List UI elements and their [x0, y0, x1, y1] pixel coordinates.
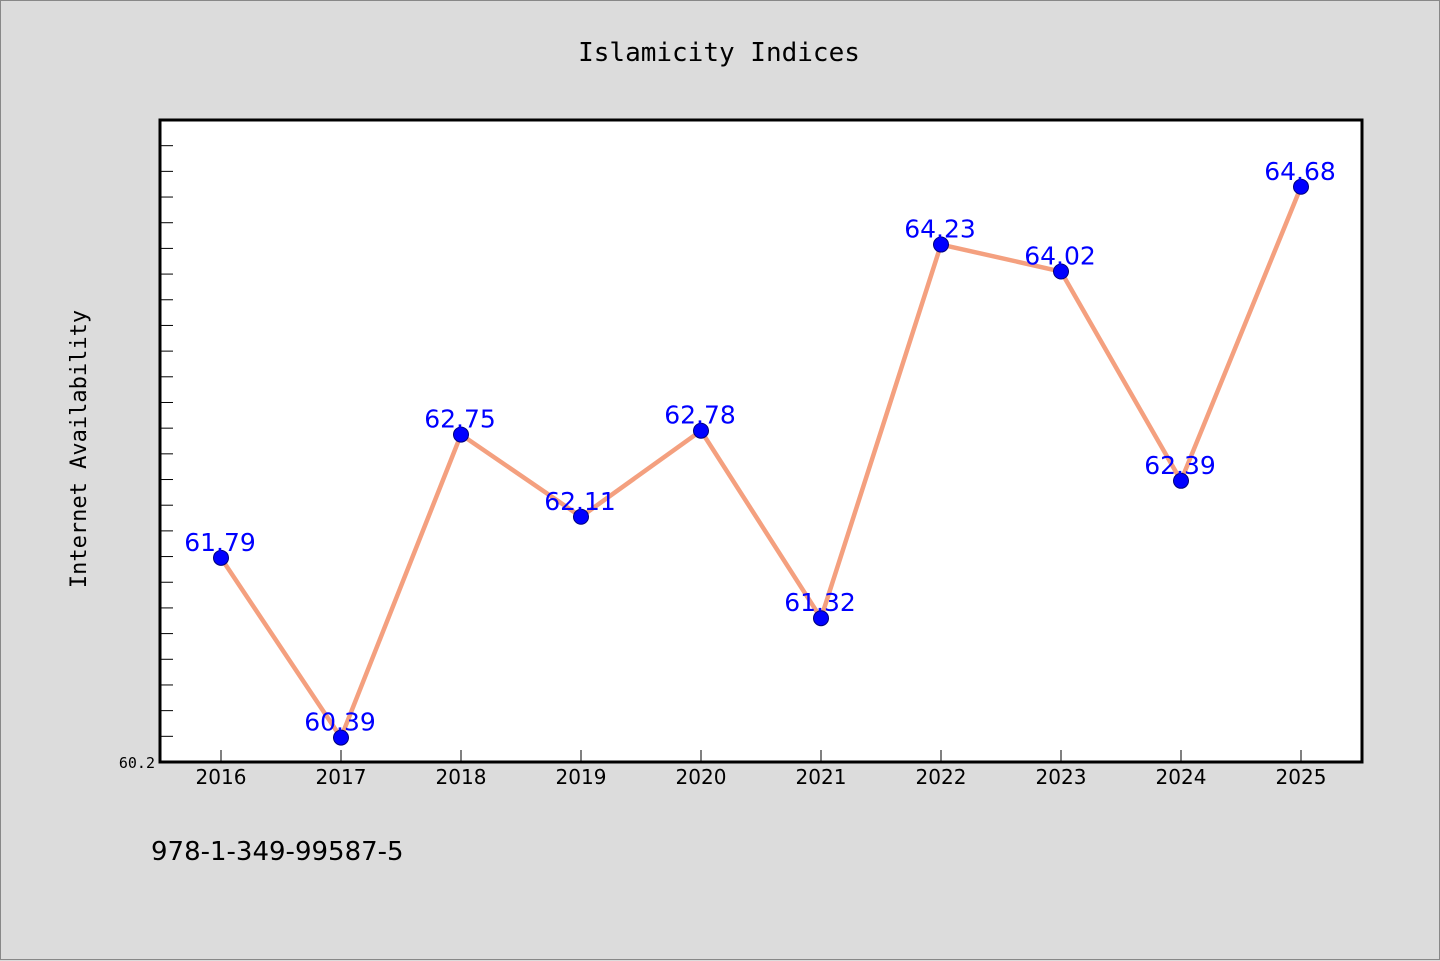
- x-tick-label: 2017: [316, 765, 367, 789]
- x-tick-label: 2016: [196, 765, 247, 789]
- data-label: 62.11: [544, 487, 616, 516]
- x-tick-label: 2023: [1036, 765, 1087, 789]
- series-lines: [218, 184, 1304, 740]
- data-label: 64.68: [1264, 157, 1336, 186]
- data-point: [693, 422, 709, 439]
- data-label: 62.39: [1144, 451, 1216, 480]
- data-point: [933, 236, 949, 253]
- data-point: [1173, 472, 1189, 489]
- y-axis-ticks: [160, 119, 173, 763]
- data-markers: [213, 178, 1309, 746]
- data-point: [813, 610, 829, 627]
- data-label: 62.78: [664, 401, 736, 430]
- data-point: [573, 508, 589, 525]
- chart-title: Islamicity Indices: [578, 38, 860, 68]
- plot-area: [158, 118, 1364, 764]
- x-tick-label: 2021: [796, 765, 847, 789]
- footer-code: 978-1-349-99587-5: [151, 837, 404, 867]
- x-tick-label: 2018: [436, 765, 487, 789]
- x-tick-label: 2022: [916, 765, 967, 789]
- data-point: [1293, 178, 1309, 195]
- x-axis-ticks: [220, 750, 1302, 762]
- y-axis-tick-labels: 60.2: [119, 754, 155, 772]
- y-tick-label: 60.2: [119, 754, 155, 772]
- data-point: [453, 426, 469, 443]
- data-label: 64.23: [904, 215, 976, 244]
- data-point: [213, 549, 229, 566]
- data-label: 62.75: [424, 405, 496, 434]
- x-tick-label: 2020: [676, 765, 727, 789]
- x-axis-tick-labels: 2016 2017 2018 2019 2020 2021 2022 2023 2024 2025: [196, 765, 1327, 789]
- data-label: 64.02: [1024, 242, 1096, 271]
- data-label: 61.32: [784, 588, 856, 617]
- data-point: [333, 729, 349, 746]
- series-line: [218, 184, 1304, 740]
- data-point: [1053, 263, 1069, 280]
- data-label: 61.79: [184, 528, 256, 557]
- x-tick-label: 2025: [1276, 765, 1327, 789]
- data-labels: 61.79 60.39 62.75 62.11 62.78 61.32 64.23 64.02…: [184, 157, 1336, 737]
- x-tick-label: 2019: [556, 765, 607, 789]
- y-axis-label: Internet Availability: [67, 310, 92, 588]
- x-tick-label: 2024: [1156, 765, 1207, 789]
- data-label: 60.39: [304, 708, 376, 737]
